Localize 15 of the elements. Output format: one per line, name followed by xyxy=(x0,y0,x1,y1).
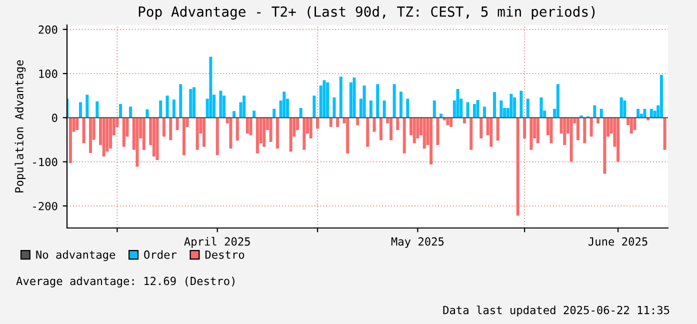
x-tick-label: June 2025 xyxy=(588,237,648,246)
text: Data last updated 2025-06-22 11:35 xyxy=(443,306,670,316)
x-tick-label: May 2025 xyxy=(391,237,444,248)
x-tick-label: April 2025 xyxy=(184,237,250,248)
y-axis-title: Population Advantage xyxy=(14,60,26,192)
y-tick-label: -100 xyxy=(33,158,58,166)
y-tick-label: -200 xyxy=(33,202,58,210)
y-tick-label: 200 xyxy=(38,25,58,34)
y-tick-label: 0 xyxy=(52,114,58,122)
legend-label: Destro xyxy=(205,250,244,259)
y-tick-label: 100 xyxy=(39,70,58,78)
chart-title: Pop Advantage - T2+ (Last 90d, TZ: CEST, 5 min periods) xyxy=(138,6,595,20)
legend-label: Order xyxy=(144,250,177,259)
text: Average advantage: 12.69 (Destro) xyxy=(16,276,234,288)
legend-label: No advantage xyxy=(36,250,116,262)
